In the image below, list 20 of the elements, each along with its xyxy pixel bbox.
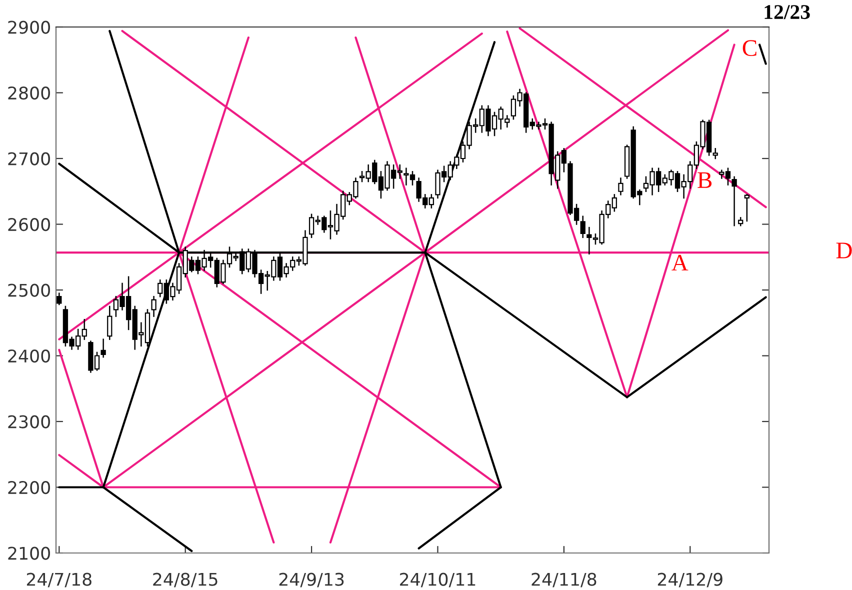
annotation: A (672, 254, 688, 270)
x-tick-label: 24/7/18 (26, 572, 92, 588)
x-tick-label: 24/12/9 (658, 572, 722, 588)
x-tick-label: 24/10/11 (400, 572, 476, 588)
annotation: C (742, 40, 756, 56)
ref-line-label: D (836, 242, 852, 258)
y-tick-label: 2600 (8, 218, 50, 232)
x-tick-label: 24/9/13 (279, 572, 344, 588)
y-tick-label: 2700 (8, 152, 50, 166)
y-tick-label: 2100 (8, 546, 50, 560)
annotation: B (698, 172, 712, 188)
text: 12/23 (764, 5, 810, 20)
y-tick-label: 2900 (8, 20, 50, 34)
x-tick-label: 24/8/15 (153, 572, 218, 588)
x-tick-label: 24/11/8 (532, 572, 596, 588)
y-tick-label: 2200 (8, 480, 50, 494)
y-tick-label: 2500 (8, 284, 50, 297)
y-tick-label: 2300 (8, 415, 50, 428)
y-tick-label: 2800 (8, 86, 50, 100)
y-tick-label: 2400 (8, 349, 50, 363)
